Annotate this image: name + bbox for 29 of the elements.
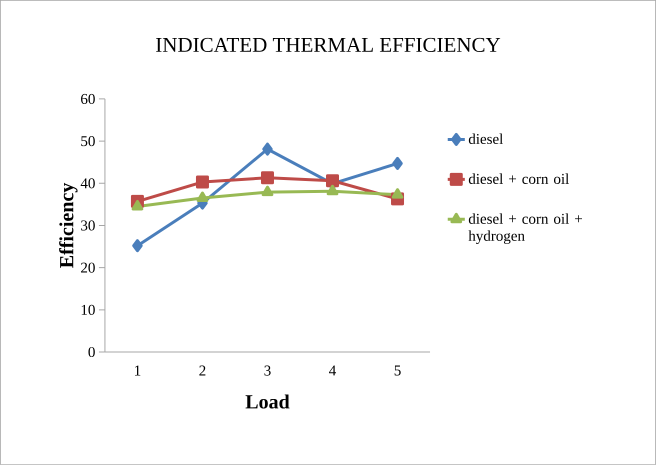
point bbox=[392, 156, 403, 170]
point bbox=[132, 239, 143, 252]
x-tick-label: 5 bbox=[394, 366, 401, 376]
legend-label: diesel + corn oil bbox=[468, 173, 569, 184]
point bbox=[326, 174, 340, 188]
y-tick-label: 60 bbox=[81, 94, 95, 104]
y-tick-label: 30 bbox=[81, 220, 95, 231]
x-tick-label: 3 bbox=[264, 366, 271, 376]
point bbox=[196, 176, 209, 189]
x-axis-title: Load bbox=[246, 394, 290, 409]
point bbox=[196, 192, 208, 202]
point bbox=[326, 184, 338, 196]
y-tick-label: 10 bbox=[82, 304, 95, 315]
y-tick-label: 50 bbox=[81, 136, 95, 146]
legend-label: diesel bbox=[468, 134, 504, 144]
y-tick-label: 40 bbox=[80, 178, 95, 188]
y-tick-label: 20 bbox=[81, 262, 95, 273]
x-tick-label: 1 bbox=[135, 366, 140, 376]
y-tick-label: 0 bbox=[88, 346, 95, 358]
legend-label: diesel + corn oil + hydrogen bbox=[468, 213, 582, 244]
y-axis-title: Efficiency bbox=[59, 182, 78, 268]
x-tick-label: 2 bbox=[199, 366, 206, 376]
chart-title: INDICATED THERMAL EFFICIENCY bbox=[156, 38, 500, 52]
point bbox=[262, 186, 274, 196]
point bbox=[392, 188, 404, 199]
x-tick-label: 4 bbox=[329, 366, 336, 376]
point bbox=[260, 171, 274, 184]
point bbox=[262, 142, 273, 156]
point bbox=[132, 200, 144, 211]
